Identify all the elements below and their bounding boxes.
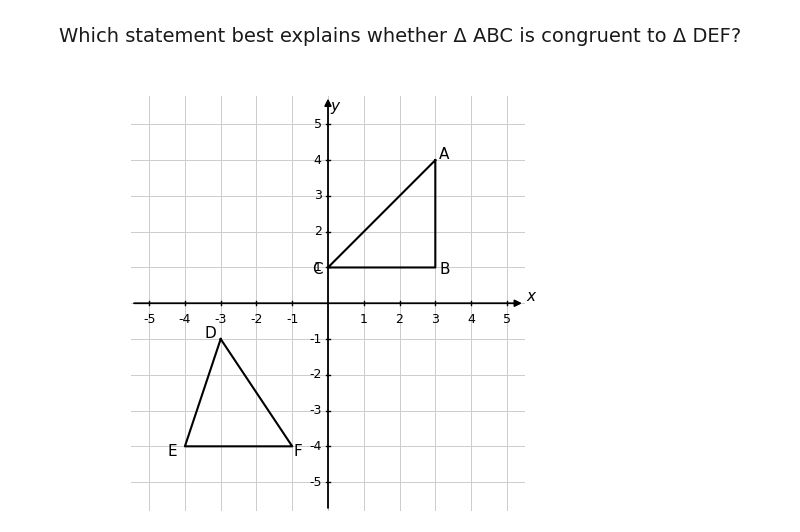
- Text: E: E: [167, 444, 178, 459]
- Text: -1: -1: [309, 332, 322, 345]
- Text: B: B: [439, 262, 450, 277]
- Text: F: F: [294, 444, 302, 459]
- Text: 4: 4: [314, 154, 322, 167]
- Text: -2: -2: [250, 313, 262, 326]
- Text: -5: -5: [143, 313, 155, 326]
- Text: A: A: [439, 147, 450, 162]
- Text: -3: -3: [309, 404, 322, 417]
- Text: 1: 1: [360, 313, 368, 326]
- Text: 5: 5: [503, 313, 511, 326]
- Text: -1: -1: [286, 313, 298, 326]
- Text: -4: -4: [309, 440, 322, 453]
- Text: -3: -3: [214, 313, 227, 326]
- Text: C: C: [312, 262, 322, 277]
- Text: -4: -4: [178, 313, 191, 326]
- Text: 3: 3: [431, 313, 439, 326]
- Text: x: x: [526, 289, 535, 304]
- Text: 3: 3: [314, 189, 322, 202]
- Text: D: D: [204, 326, 216, 341]
- Text: -2: -2: [309, 368, 322, 381]
- Text: -5: -5: [309, 476, 322, 488]
- Text: 1: 1: [314, 261, 322, 274]
- Text: 2: 2: [396, 313, 403, 326]
- Text: 2: 2: [314, 225, 322, 238]
- Text: y: y: [330, 99, 339, 114]
- Text: 4: 4: [467, 313, 475, 326]
- Text: Which statement best explains whether Δ ABC is congruent to Δ DEF?: Which statement best explains whether Δ …: [59, 27, 741, 46]
- Text: 5: 5: [314, 118, 322, 131]
